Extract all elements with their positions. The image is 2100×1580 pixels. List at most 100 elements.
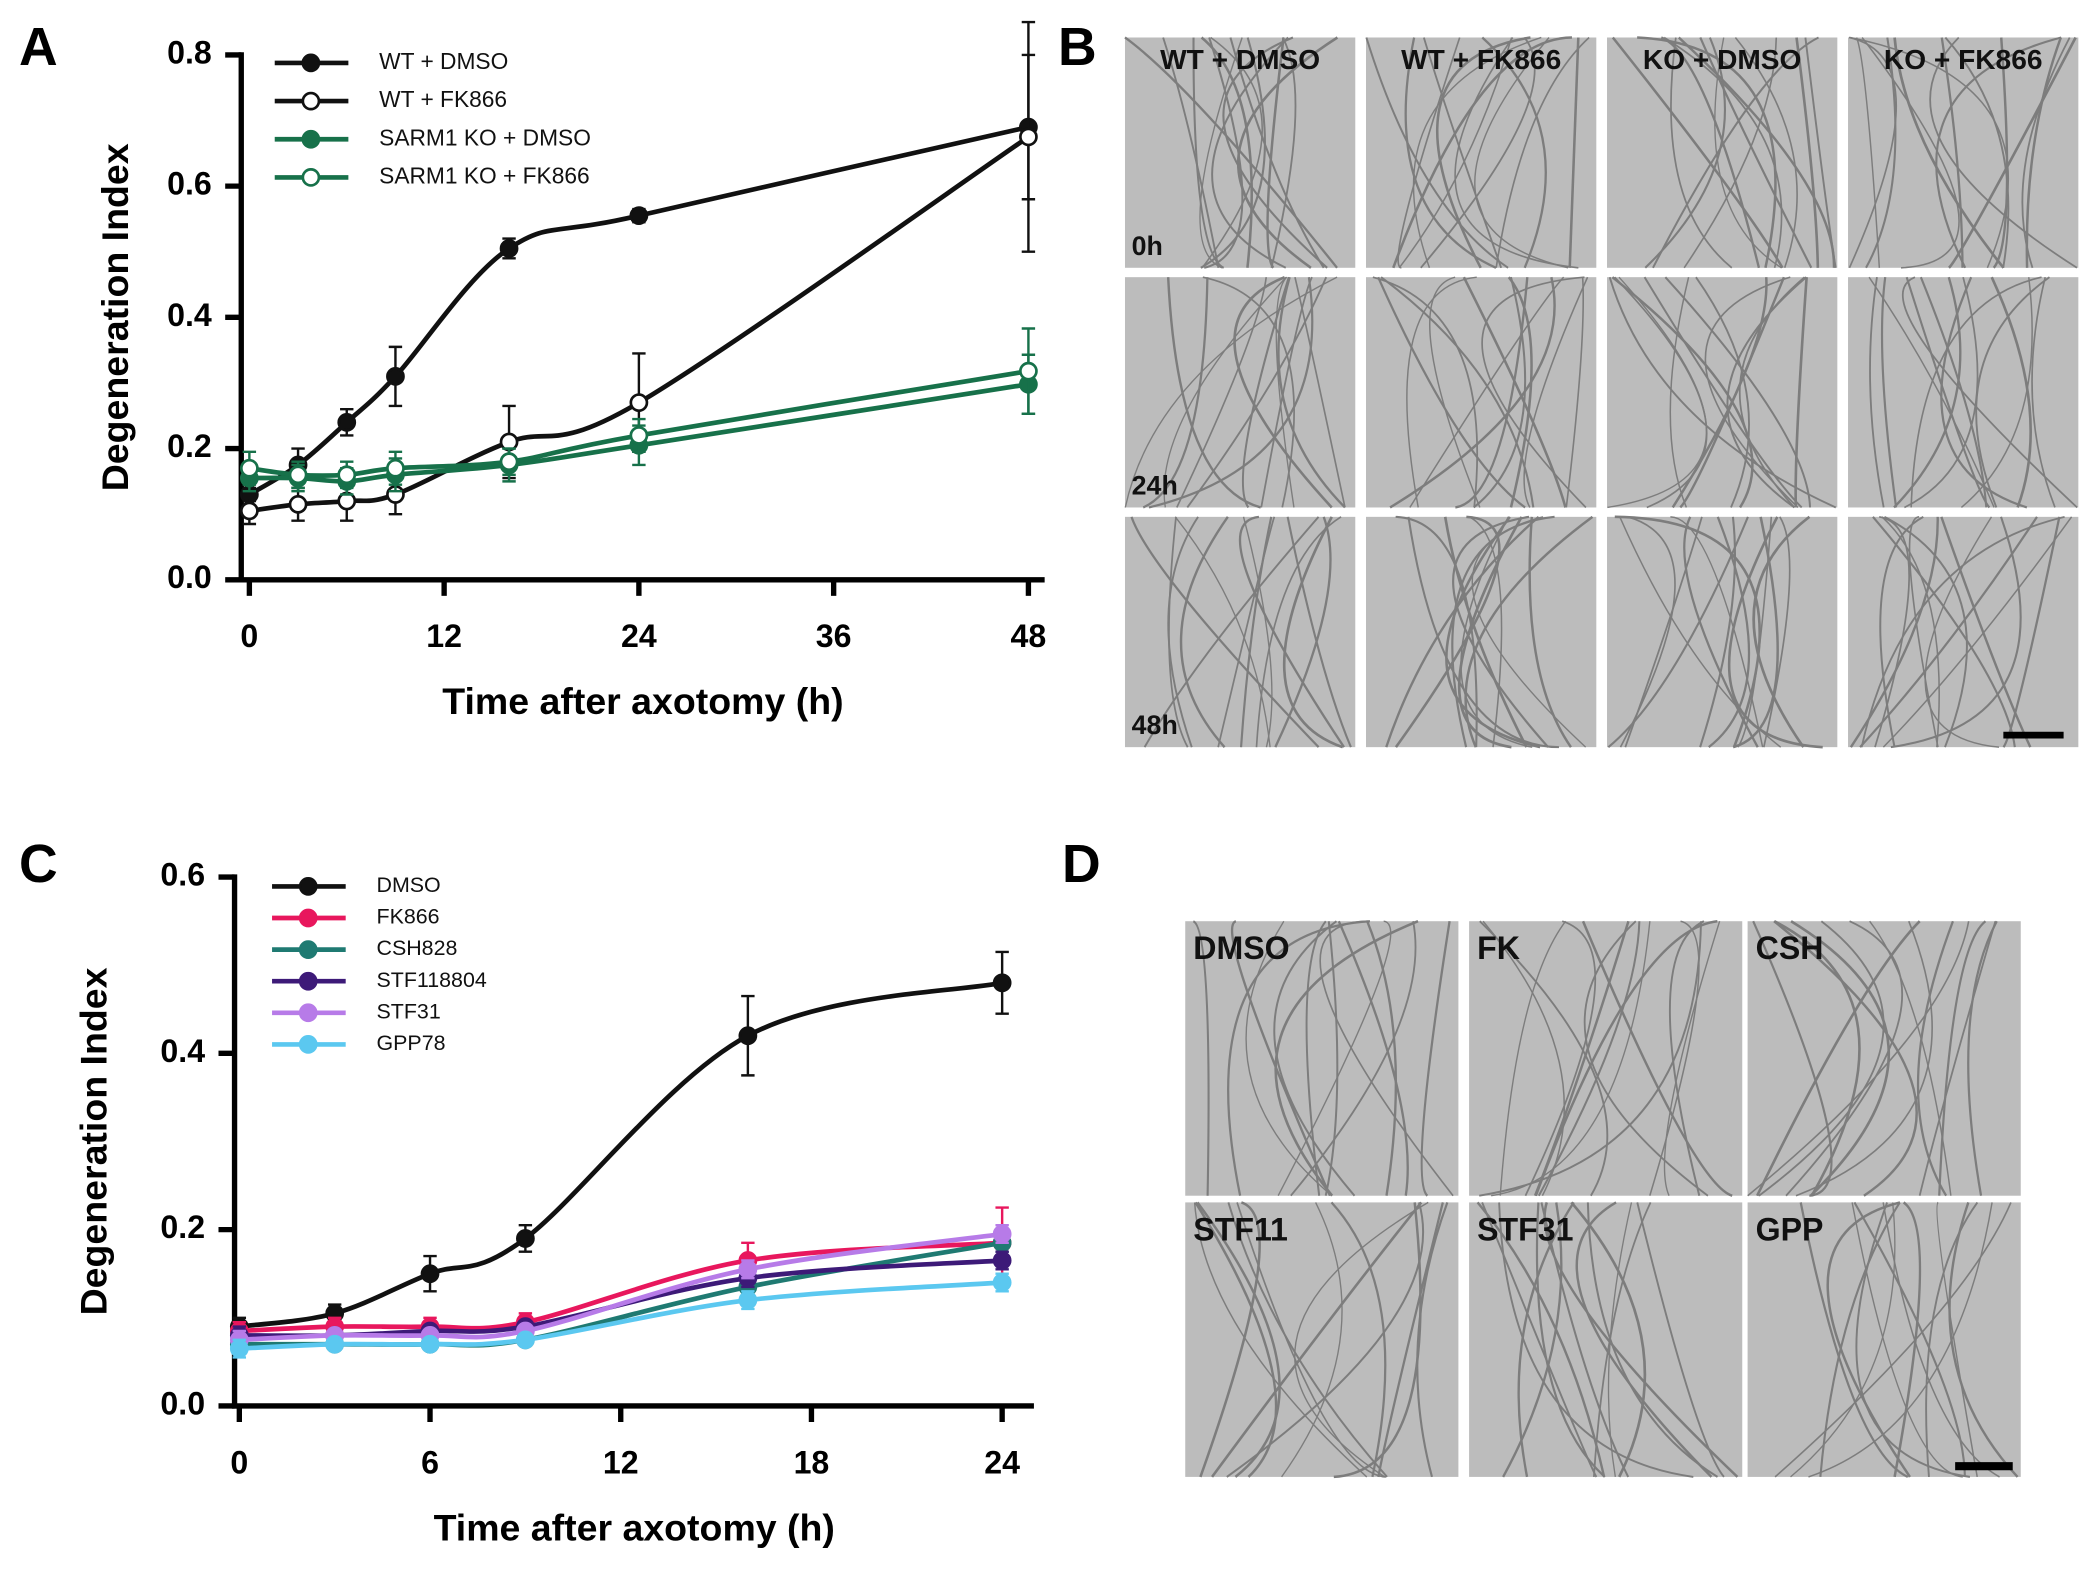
legend-marker (298, 1035, 318, 1054)
data-point (992, 1224, 1012, 1244)
legend-label: WT + DMSO (379, 48, 508, 74)
neurite (1394, 515, 1501, 748)
neurite (1380, 276, 1535, 508)
neurite (1166, 277, 1261, 509)
y-tick-label: 0.0 (160, 1385, 205, 1421)
neurite (1893, 1201, 1922, 1478)
column-label: WT + DMSO (1160, 44, 1320, 75)
neurite (1893, 37, 2005, 269)
neurite (2025, 37, 2063, 268)
neurite (1570, 1201, 1647, 1478)
y-axis-title: Degeneration Index (94, 143, 136, 491)
neurite (1464, 515, 1594, 748)
neurite (1874, 516, 1910, 748)
panel-label: C (19, 835, 58, 894)
row-label: 48h (1132, 710, 1178, 740)
x-axis-title: Time after axotomy (h) (434, 1506, 835, 1548)
micrograph (1747, 1202, 2021, 1477)
neurite (1277, 920, 1392, 1197)
y-axis-title: Degeneration Index (73, 967, 115, 1315)
neurite (1935, 36, 2062, 269)
data-point (629, 206, 649, 226)
neurite (1194, 1201, 1278, 1478)
neurite (1762, 516, 1791, 748)
neurite (1385, 515, 1540, 748)
neurite (1245, 920, 1333, 1197)
neurite (1608, 276, 1837, 509)
neurite (1795, 37, 1820, 268)
neurite (1586, 1202, 1719, 1478)
data-point (288, 494, 308, 514)
neurite (1794, 277, 1808, 508)
y-tick-label: 0.2 (160, 1209, 205, 1245)
neurite (1938, 920, 1987, 1196)
neurite (1581, 920, 1733, 1197)
neurite (1481, 36, 1547, 269)
legend-label: SARM1 KO + FK866 (379, 162, 590, 188)
neurite (1200, 36, 1253, 268)
neurite (1663, 921, 1721, 1197)
neurite (1222, 36, 1328, 269)
neurite (1443, 516, 1528, 748)
data-point (738, 1259, 758, 1279)
legend-marker (301, 91, 321, 111)
neurite (1397, 37, 1461, 269)
neurite (1819, 1201, 1901, 1477)
neurite (1377, 276, 1526, 509)
data-point (239, 458, 259, 478)
neurite (1233, 275, 1333, 509)
y-tick-label: 0.6 (160, 857, 205, 893)
neurite (2002, 516, 2061, 748)
y-tick-label: 0.0 (167, 559, 212, 595)
neurite (1901, 276, 2078, 509)
neurite (1785, 920, 1904, 1197)
neurite (1752, 920, 1833, 1197)
neurite (1670, 37, 1733, 269)
data-point (1019, 127, 1038, 147)
neurite (1211, 1201, 1423, 1478)
legend-marker (298, 971, 318, 991)
neurite (1124, 36, 1338, 269)
legend-label: FK866 (376, 905, 439, 929)
legend-label: SARM1 KO + DMSO (379, 124, 591, 150)
neurite (1454, 37, 1579, 269)
neurite (1528, 516, 1572, 748)
image-label: GPP (1756, 1211, 1824, 1247)
neurite (1663, 36, 1783, 269)
x-tick-label: 48 (1011, 618, 1047, 654)
micrograph (1848, 516, 2079, 748)
neurite (1163, 276, 1287, 508)
column-label: KO + FK866 (1884, 44, 2043, 75)
data-point (386, 367, 405, 386)
neurite (1204, 37, 1244, 269)
neurite (1593, 1202, 1652, 1477)
neurite (1377, 1202, 1444, 1478)
x-tick-label: 36 (816, 618, 852, 654)
neurite (1482, 920, 1566, 1197)
data-point (325, 1334, 345, 1354)
neurite (1498, 1202, 1694, 1478)
neurite (1162, 37, 1220, 268)
neurite (1652, 36, 1819, 269)
neurite (1708, 516, 1751, 749)
legend-label: STF31 (376, 999, 440, 1023)
neurite (1273, 920, 1356, 1197)
image-label: STF11 (1193, 1211, 1288, 1247)
neurite (1947, 36, 2077, 269)
x-tick-label: 18 (794, 1444, 830, 1480)
legend-marker (298, 1003, 318, 1023)
x-tick-label: 24 (984, 1444, 1020, 1480)
neurite (1186, 276, 1328, 509)
neurite (1727, 516, 1823, 749)
neurite (1174, 516, 1271, 748)
x-tick-label: 0 (240, 618, 258, 654)
neurite (1227, 1202, 1388, 1478)
column-label: WT + FK866 (1401, 44, 1561, 75)
neurite (1732, 516, 1779, 749)
neurite (1199, 37, 1243, 269)
neurite (1481, 276, 1587, 509)
image-label: STF31 (1477, 1211, 1573, 1247)
data-point (992, 1251, 1012, 1270)
